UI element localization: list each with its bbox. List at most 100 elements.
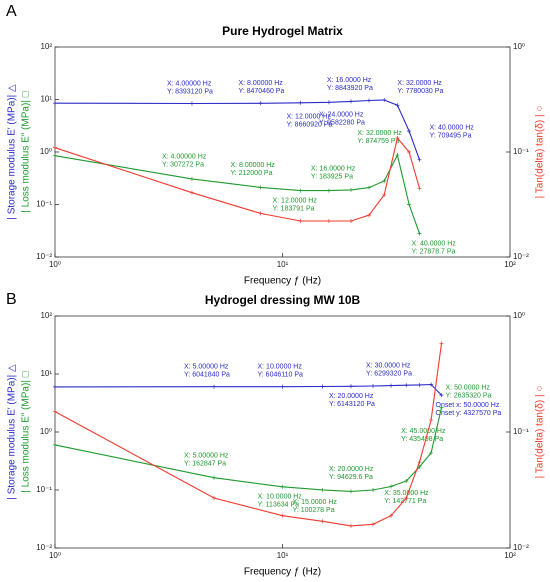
series-line	[54, 383, 442, 396]
x-tick-label: 10⁰	[49, 551, 61, 560]
point-marker	[348, 523, 353, 528]
data-tip: Y: 6041840 Pa	[184, 372, 230, 379]
data-tip: X: 45.0000 Hz	[401, 428, 446, 435]
chart-title: Hydrogel dressing MW 10B	[205, 293, 361, 307]
x-tick-label: 10²	[504, 260, 516, 269]
point-marker	[389, 383, 394, 388]
point-marker	[366, 213, 371, 218]
point-marker	[407, 202, 412, 207]
point-marker	[417, 186, 422, 191]
y2-tick-label: 10⁰	[513, 311, 525, 320]
y2-tick-label: 10⁻²	[513, 252, 529, 261]
point-marker	[404, 479, 409, 484]
data-tip: Y: 8393120 Pa	[167, 88, 213, 95]
y-tick-label: 10⁻¹	[36, 485, 52, 494]
data-tip: X: 50.0000 Hz	[446, 384, 491, 391]
point-marker	[371, 384, 376, 389]
point-marker	[366, 185, 371, 190]
point-marker	[348, 384, 353, 389]
data-tip: X: 20.0000 Hz	[329, 466, 374, 473]
point-marker	[258, 211, 263, 216]
y-tick-label: 10¹	[40, 95, 52, 104]
panel-label: A	[6, 3, 17, 20]
point-marker	[298, 100, 303, 105]
data-tip: Y: 162847 Pa	[184, 461, 226, 468]
panel-label: B	[6, 291, 17, 308]
data-tip: X: 15.0000 Hz	[293, 499, 338, 506]
data-tip: Y: 8843920 Pa	[327, 85, 373, 92]
data-tip: X: 10.0000 Hz	[258, 364, 303, 371]
data-tip: Y: 874759 Pa	[357, 138, 399, 145]
point-marker	[258, 101, 263, 106]
y-tick-label: 10²	[40, 311, 52, 320]
point-marker	[320, 519, 325, 524]
point-marker	[320, 487, 325, 492]
point-marker	[407, 129, 412, 134]
data-tip: Onset y: 4327570 Pa	[436, 410, 502, 417]
data-tip: Onset x: 50.0000 Hz	[436, 402, 500, 409]
data-tip: X: 4.00000 Hz	[162, 154, 207, 161]
data-tip: X: 4.00000 Hz	[167, 80, 212, 87]
point-marker	[326, 188, 331, 193]
point-marker	[326, 100, 331, 105]
data-tip: Y: 2635320 Pa	[446, 392, 492, 399]
point-marker	[389, 513, 394, 518]
point-marker	[429, 382, 434, 387]
point-marker	[53, 409, 57, 414]
data-tip: Y: 6299320 Pa	[366, 370, 412, 377]
data-tip: X: 24.0000 Hz	[319, 111, 364, 118]
point-marker	[348, 219, 353, 224]
x-tick-label: 10¹	[277, 551, 289, 560]
point-marker	[189, 101, 194, 106]
axis-series-label: | Tan(delta) tan(δ) | ○	[535, 106, 546, 199]
data-tip: X: 8.00000 Hz	[238, 80, 283, 87]
data-tip: Y: 6046110 Pa	[258, 372, 304, 379]
point-marker	[404, 383, 409, 388]
data-tip: X: 40.0000 Hz	[429, 125, 474, 132]
point-marker	[280, 384, 285, 389]
data-tip: Y: 142771 Pa	[384, 498, 426, 505]
point-marker	[395, 153, 400, 158]
data-tip: X: 32.0000 Hz	[357, 130, 402, 137]
point-marker	[429, 450, 434, 455]
point-marker	[439, 341, 444, 346]
point-marker	[395, 135, 400, 140]
y-tick-label: 10⁰	[40, 147, 52, 156]
axis-series-label: | Storage modulus E′ (MPa)| △	[7, 364, 18, 500]
data-tip: Y: 8660920 Pa	[287, 122, 333, 129]
series-line	[54, 136, 421, 222]
data-tip: Y: 8470460 Pa	[238, 88, 284, 95]
data-tip: X: 12.0000 Hz	[273, 197, 318, 204]
data-tip: Y: 6143120 Pa	[329, 401, 375, 408]
data-tip: Y: 435498 Pa	[401, 436, 443, 443]
data-tip: Y: 100278 Pa	[293, 507, 335, 514]
point-marker	[53, 145, 57, 150]
data-tip: X: 5.00000 Hz	[184, 453, 229, 460]
point-marker	[348, 489, 353, 494]
data-tip: Y: 113634 Pa	[258, 502, 300, 509]
point-marker	[258, 185, 263, 190]
point-marker	[212, 384, 217, 389]
point-marker	[417, 382, 422, 387]
point-marker	[382, 97, 387, 102]
point-marker	[371, 522, 376, 527]
point-marker	[417, 231, 422, 236]
data-tip: X: 35.0000 Hz	[384, 490, 429, 497]
series-line	[54, 407, 443, 492]
data-tip: Y: 183791 Pa	[273, 205, 315, 212]
y-tick-label: 10¹	[40, 369, 52, 378]
point-marker	[280, 513, 285, 518]
data-tip: Y: 212000 Pa	[230, 170, 272, 177]
y-tick-label: 10⁻²	[36, 543, 52, 552]
point-marker	[212, 475, 217, 480]
point-marker	[439, 393, 444, 398]
data-tip: X: 8.00000 Hz	[230, 162, 275, 169]
x-tick-label: 10¹	[277, 260, 289, 269]
y2-tick-label: 10⁰	[513, 42, 525, 51]
data-tip: X: 12.0000 Hz	[287, 114, 332, 121]
point-marker	[395, 103, 400, 108]
point-marker	[371, 488, 376, 492]
data-tip: X: 30.0000 Hz	[366, 362, 411, 369]
